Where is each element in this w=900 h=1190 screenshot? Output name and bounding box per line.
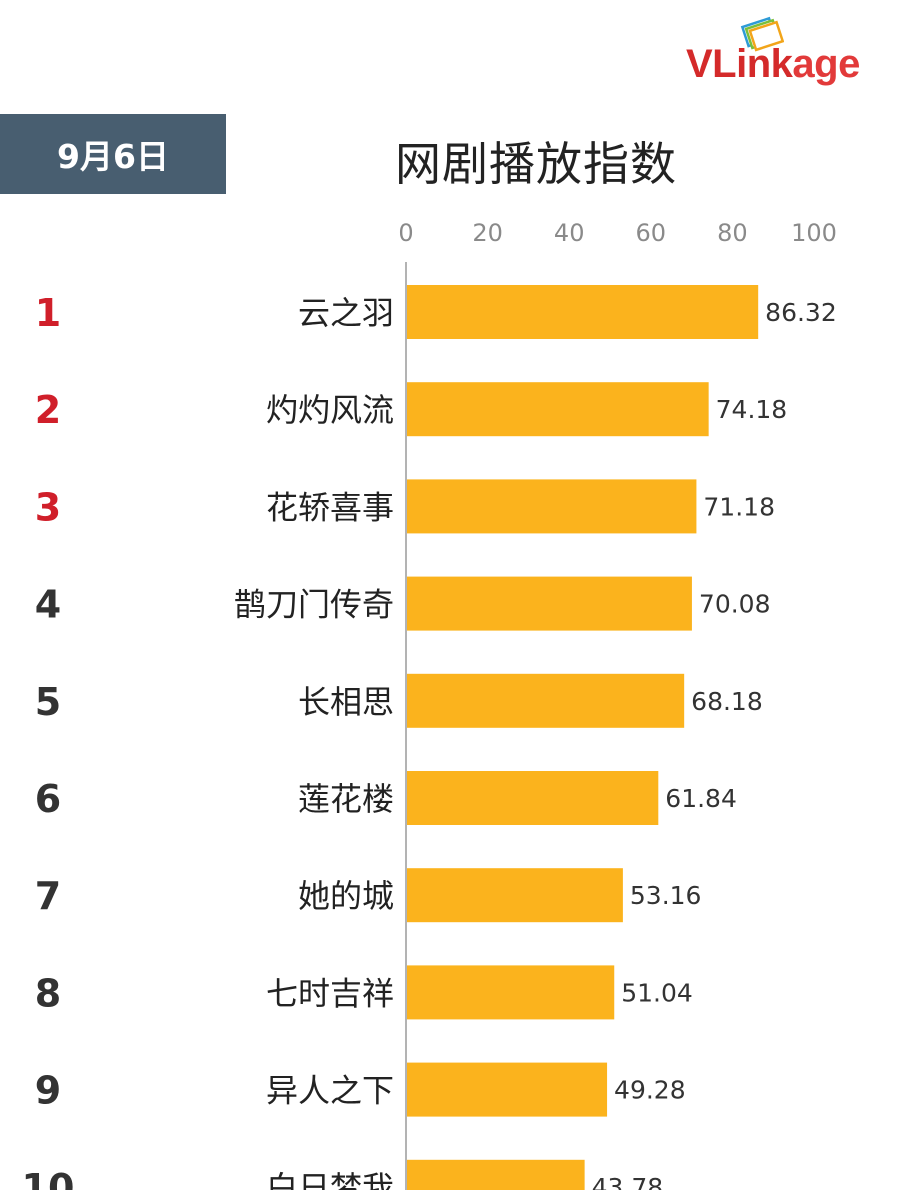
rank-number: 5 bbox=[35, 680, 61, 724]
chart-row: 6 莲花楼 61.84 bbox=[35, 771, 737, 825]
category-label: 长相思 bbox=[298, 683, 394, 721]
x-tick-label: 20 bbox=[472, 219, 503, 247]
value-label: 74.18 bbox=[716, 395, 788, 424]
bar bbox=[407, 576, 692, 631]
rank-number: 2 bbox=[35, 388, 61, 432]
chart-row: 10 白日梦我 43.78 bbox=[22, 1159, 664, 1190]
value-label: 49.28 bbox=[614, 1076, 686, 1105]
value-label: 53.16 bbox=[630, 881, 702, 910]
rank-number: 4 bbox=[35, 583, 61, 627]
bar bbox=[407, 1159, 585, 1190]
rank-number: 3 bbox=[35, 485, 61, 529]
rank-number: 1 bbox=[35, 291, 61, 335]
date-label: 9月6日 bbox=[57, 137, 169, 176]
x-tick-label: 60 bbox=[636, 219, 667, 247]
bar bbox=[407, 771, 659, 825]
bar bbox=[407, 285, 759, 339]
x-tick-label: 80 bbox=[717, 219, 748, 247]
value-label: 43.78 bbox=[592, 1173, 664, 1190]
value-label: 86.32 bbox=[765, 298, 837, 327]
chart-row: 7 她的城 53.16 bbox=[35, 868, 702, 923]
category-label: 她的城 bbox=[298, 877, 394, 915]
category-label: 七时吉祥 bbox=[266, 974, 394, 1012]
x-tick-label: 40 bbox=[554, 219, 585, 247]
x-tick-label: 0 bbox=[398, 219, 413, 247]
category-label: 白日梦我 bbox=[266, 1169, 394, 1190]
category-label: 莲花楼 bbox=[298, 780, 394, 818]
bar bbox=[407, 673, 685, 728]
chart-title: 网剧播放指数 bbox=[395, 137, 677, 191]
chart-row: 8 七时吉祥 51.04 bbox=[35, 965, 693, 1020]
chart-row: 1 云之羽 86.32 bbox=[35, 285, 837, 339]
rank-number: 8 bbox=[35, 971, 61, 1015]
rank-number: 10 bbox=[22, 1166, 75, 1190]
chart-row: 2 灼灼风流 74.18 bbox=[35, 382, 788, 437]
bar bbox=[407, 1062, 608, 1117]
chart-row: 4 鹊刀门传奇 70.08 bbox=[35, 576, 771, 631]
bar bbox=[407, 868, 623, 923]
rank-number: 7 bbox=[35, 874, 61, 918]
logo-cards-icon bbox=[740, 16, 784, 52]
value-label: 68.18 bbox=[691, 687, 763, 716]
category-label: 异人之下 bbox=[266, 1072, 394, 1110]
value-label: 51.04 bbox=[621, 978, 693, 1007]
chart-row: 5 长相思 68.18 bbox=[35, 673, 763, 728]
bar bbox=[407, 382, 709, 437]
logo-text-vlink: VLink bbox=[686, 42, 793, 86]
value-label: 70.08 bbox=[699, 590, 771, 619]
category-label: 花轿喜事 bbox=[266, 488, 394, 526]
chart-row: 3 花轿喜事 71.18 bbox=[35, 479, 775, 534]
category-label: 云之羽 bbox=[298, 294, 394, 332]
category-label: 灼灼风流 bbox=[266, 391, 394, 429]
category-label: 鹊刀门传奇 bbox=[234, 586, 394, 624]
rank-number: 6 bbox=[35, 777, 61, 821]
value-label: 61.84 bbox=[665, 784, 737, 813]
date-badge: 9月6日 bbox=[0, 114, 226, 194]
logo-text-age: age bbox=[792, 42, 860, 86]
x-tick-label: 100 bbox=[791, 219, 837, 247]
value-label: 71.18 bbox=[703, 492, 775, 521]
logo-wordmark: VLinkage bbox=[686, 44, 860, 84]
bar bbox=[407, 479, 697, 534]
bar bbox=[407, 965, 615, 1020]
x-axis-ticks: 0 20 40 60 80 100 bbox=[398, 219, 837, 247]
chart-rows: 1 云之羽 86.32 2 灼灼风流 74.18 3 花轿喜事 71.18 4 鹊刀门传奇 70.08… bbox=[22, 285, 837, 1190]
rank-number: 9 bbox=[35, 1069, 61, 1113]
chart-row: 9 异人之下 49.28 bbox=[35, 1062, 686, 1117]
